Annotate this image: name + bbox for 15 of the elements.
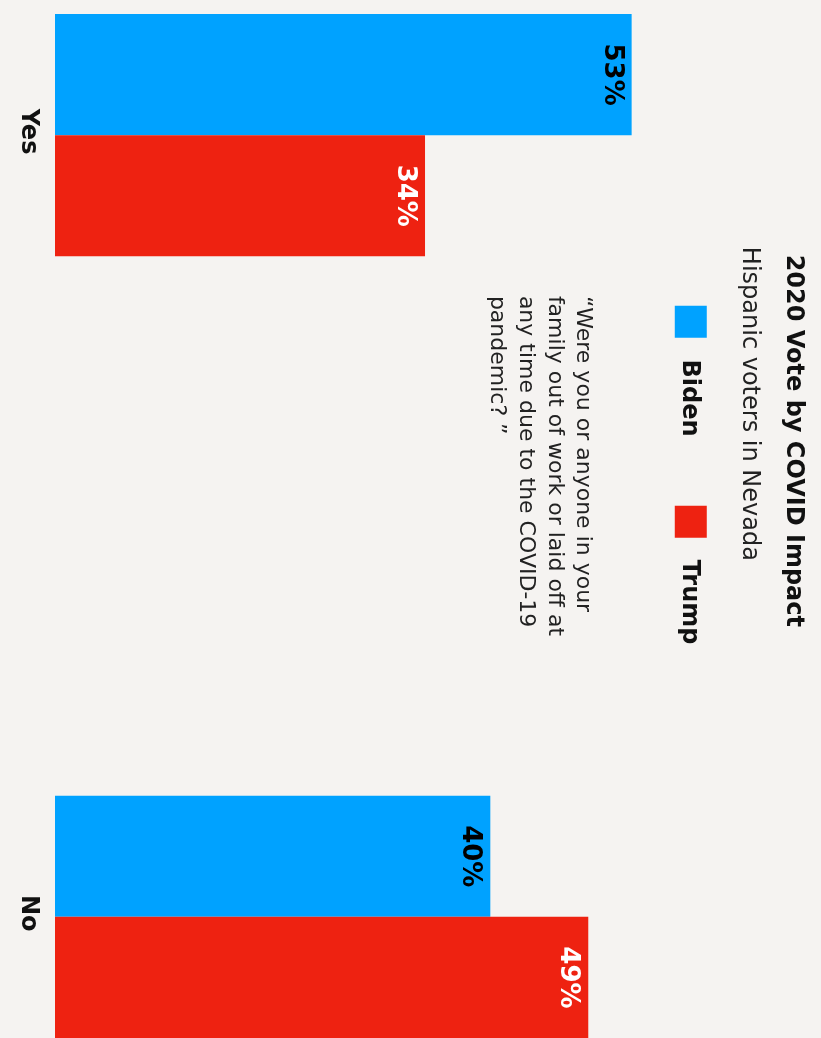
bar <box>55 916 589 1038</box>
bar <box>55 135 426 257</box>
text: 2020 Vote by COVID Impact <box>780 254 809 627</box>
bar <box>55 14 632 136</box>
legend-label: Trump <box>677 559 706 645</box>
data-label: 53% <box>598 43 629 106</box>
legend-label: Biden <box>677 359 706 437</box>
text: Hispanic voters in Nevada <box>736 246 765 561</box>
y-tick-label: Yes <box>16 107 44 155</box>
bar <box>55 795 491 917</box>
data-label: 40% <box>457 825 488 888</box>
data-label: 49% <box>555 946 586 1009</box>
data-label: 34% <box>392 164 423 227</box>
y-tick-label: No <box>16 894 44 932</box>
annotation: “Were you or anyone in your family out of work or laid off at any time due to the COVID-19 pandemic? ” <box>486 295 598 637</box>
